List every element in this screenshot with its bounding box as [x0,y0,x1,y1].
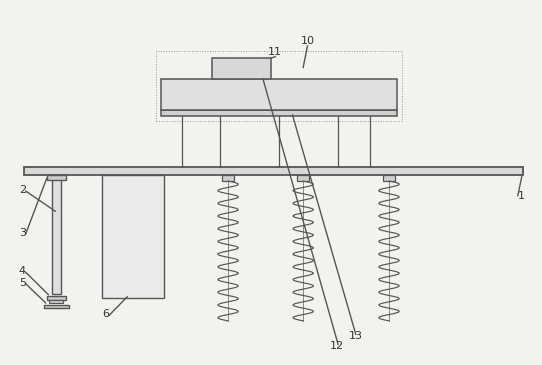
Text: 6: 6 [102,309,109,319]
Bar [222,175,234,181]
Text: 4: 4 [19,266,26,276]
Bar [212,58,271,79]
Bar [161,79,397,110]
Bar [383,175,395,181]
Text: 11: 11 [268,47,282,57]
Text: 10: 10 [300,36,314,46]
Bar [297,175,309,181]
Text: 2: 2 [19,185,26,195]
Text: 5: 5 [19,278,26,288]
Bar [102,175,164,297]
Bar [49,300,63,303]
Bar [52,175,61,294]
Bar [43,306,69,308]
Text: 1: 1 [518,191,525,201]
Text: 12: 12 [330,341,344,351]
Bar [47,175,66,180]
Bar [161,110,397,116]
Text: 13: 13 [349,331,363,341]
Text: 3: 3 [19,228,26,238]
Bar [47,296,66,300]
Bar [24,168,523,175]
Bar [156,51,402,122]
